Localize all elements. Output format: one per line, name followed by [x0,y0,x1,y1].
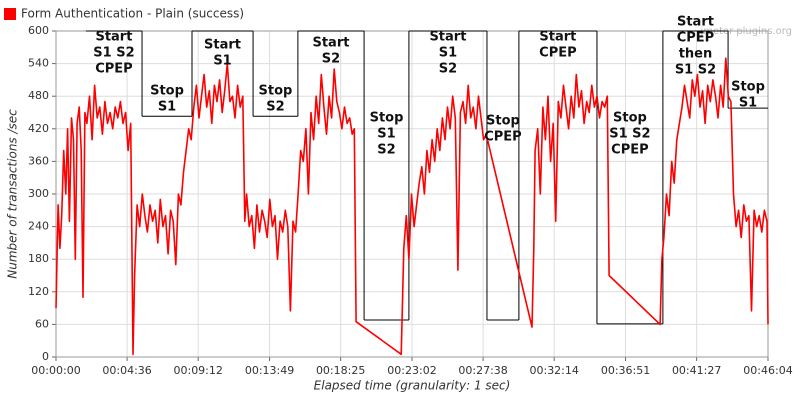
data-line [55,57,769,356]
x-tick-label: 00:18:25 [316,364,365,377]
phase-annotation: Stop [370,111,404,126]
phase-annotation: S1 [158,100,176,115]
phase-annotation: S1 [213,54,231,69]
y-tick-label: 120 [28,285,49,298]
phase-annotation: Stop [731,80,765,95]
x-tick-label: 00:09:12 [173,364,222,377]
phase-annotation: Start [539,30,576,45]
y-tick-label: 540 [28,57,49,70]
phase-annotation: S2 [377,143,395,158]
phase-annotation: Start [677,15,714,30]
y-tick-label: 300 [28,187,49,200]
phase-annotation: Stop [613,111,647,126]
phase-annotation: S2 [322,52,340,67]
phase-annotation: then [679,47,713,62]
y-tick-label: 0 [42,350,49,363]
y-tick-label: 480 [28,89,49,102]
phase-annotation: Start [95,30,132,45]
phase-annotation: CPEP [95,62,132,77]
x-tick-label: 00:27:38 [458,364,507,377]
y-axis-label: Number of transactions /sec [6,109,20,279]
x-tick-label: 00:23:02 [387,364,436,377]
x-tick-label: 00:32:14 [529,364,578,377]
phase-annotation: S1 S2 [675,63,716,78]
legend-label: Form Authentication - Plain (success) [21,7,244,21]
x-tick-label: 00:41:27 [672,364,721,377]
x-tick-label: 00:04:36 [102,364,151,377]
y-tick-label: 180 [28,252,49,265]
x-tick-label: 00:00:00 [31,364,80,377]
x-tick-label: 00:36:51 [601,364,650,377]
phase-annotation: CPEP [539,46,576,61]
phase-annotation: S1 [377,127,395,142]
y-tick-label: 600 [28,24,49,37]
phase-annotation: Stop [150,84,184,99]
phase-annotation: S2 [266,100,284,115]
phase-annotation: Stop [259,84,293,99]
x-tick-label: 00:46:04 [743,364,792,377]
x-tick-label: 00:13:49 [245,364,294,377]
y-tick-label: 360 [28,154,49,167]
phase-annotation: Start [312,36,349,51]
y-tick-label: 60 [35,317,49,330]
phase-annotation: CPEP [611,143,648,158]
phase-annotation: Start [429,30,466,45]
y-tick-label: 420 [28,122,49,135]
phase-annotation: S1 [739,96,757,111]
phase-annotation: S1 S2 [93,46,134,61]
legend-swatch [4,8,16,20]
y-tick-label: 240 [28,220,49,233]
phase-annotation: CPEP [484,130,521,145]
phase-annotation: Stop [486,114,520,129]
phase-annotation: S1 [439,46,457,61]
x-axis-label: Elapsed time (granularity: 1 sec) [314,379,511,393]
phase-annotation: S1 S2 [609,127,650,142]
phase-annotation: S2 [439,62,457,77]
phase-annotation: CPEP [677,31,714,46]
phase-annotation: Start [204,38,241,53]
